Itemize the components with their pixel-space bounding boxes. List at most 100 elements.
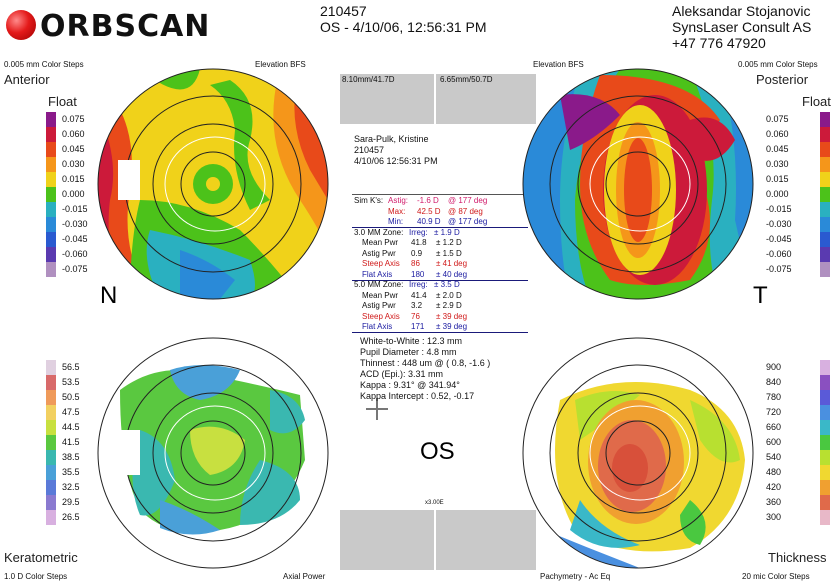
legend-label: 47.5: [62, 407, 80, 417]
legend-swatch: [46, 480, 56, 495]
zone3-astig: Astig Pwr: [362, 248, 396, 258]
legend-row: -0.015: [46, 202, 116, 217]
simk-astig: Astig:: [388, 196, 409, 205]
rule-3: [352, 280, 528, 281]
legend-label: -0.045: [62, 234, 88, 244]
legend-swatch: [820, 480, 830, 495]
thinnest: Thinnest : 448 um @ ( 0.8, -1.6 ): [360, 358, 491, 368]
legend-swatch: [820, 127, 830, 142]
legend-swatch: [820, 435, 830, 450]
legend-label: 0.045: [766, 144, 789, 154]
legend-label: 41.5: [62, 437, 80, 447]
zone3-steep-a: 86: [411, 259, 420, 268]
legend-swatch: [46, 405, 56, 420]
clinic-name: SynsLaser Consult AS: [672, 19, 812, 35]
map-thickness: [522, 337, 754, 569]
legend-swatch: [820, 375, 830, 390]
zone5-astig: Astig Pwr: [362, 301, 396, 310]
legend-row: -0.030: [760, 217, 830, 232]
gray-box-right: [436, 74, 536, 124]
legend-row: 50.5: [46, 390, 116, 405]
patient-name: Sara-Pulk, Kristine: [354, 134, 429, 144]
legend-label: 26.5: [62, 512, 80, 522]
legend-swatch: [46, 262, 56, 277]
legend-swatch: [46, 435, 56, 450]
legend-row: 0.000: [46, 187, 116, 202]
keratometric-label: Keratometric: [4, 550, 78, 565]
legend-row: 660: [760, 420, 830, 435]
legend-swatch: [820, 187, 830, 202]
legend-row: 0.000: [760, 187, 830, 202]
legend-swatch: [820, 390, 830, 405]
bl-axial-power: Axial Power: [283, 572, 326, 581]
br-pachymetry: Pachymetry - Ac Eq: [540, 572, 611, 581]
zone3-flat: Flat Axis: [362, 269, 393, 279]
legend-label: -0.030: [62, 219, 88, 229]
eye-os-label: OS: [420, 438, 455, 465]
legend-label: 44.5: [62, 422, 80, 432]
legend-row: 35.5: [46, 465, 116, 480]
zone3-flat-a: 180: [411, 269, 425, 279]
legend-swatch: [46, 495, 56, 510]
legend-row: 0.060: [46, 127, 116, 142]
legend-row: 0.015: [760, 172, 830, 187]
simk-title: Sim K's:: [354, 196, 384, 205]
gray-box-left: [340, 74, 434, 124]
legend-label: 50.5: [62, 392, 80, 402]
legend-swatch: [46, 157, 56, 172]
legend-swatch: [820, 405, 830, 420]
gray-box-bottom-right: [436, 510, 536, 570]
orbscan-logo-text: ORBSCAN: [40, 9, 211, 44]
legend-label: 0.030: [62, 159, 85, 169]
legend-swatch: [46, 450, 56, 465]
pupil-diameter: Pupil Diameter : 4.8 mm: [360, 347, 457, 357]
legend-row: 540: [760, 450, 830, 465]
legend-row: 0.060: [760, 127, 830, 142]
legend-row: 38.5: [46, 450, 116, 465]
legend-row: 420: [760, 480, 830, 495]
legend-label: 0.030: [766, 159, 789, 169]
clinic-phone: +47 776 47920: [672, 35, 766, 51]
patient-block: Sara-Pulk, Kristine 210457 4/10/06 12:56…: [354, 134, 438, 167]
legend-swatch: [46, 375, 56, 390]
legend-label: -0.045: [766, 234, 792, 244]
legend-swatch: [46, 217, 56, 232]
legend-swatch: [820, 247, 830, 262]
legend-swatch: [46, 465, 56, 480]
rule-4: [352, 332, 528, 333]
legend-label: 480: [766, 467, 782, 477]
legend-label: -0.075: [766, 264, 792, 274]
legend-row: 53.5: [46, 375, 116, 390]
legend-row: -0.075: [760, 262, 830, 277]
legend-swatch: [46, 360, 56, 375]
tr-elevation-bfs: Elevation BFS: [533, 60, 584, 69]
white-to-white: White-to-White : 12.3 mm: [360, 336, 463, 346]
box-right-value: 6.65mm/50.7D: [440, 75, 493, 84]
simk-astig-val: -1.6 D: [417, 196, 439, 205]
zone5-mean: Mean Pwr: [362, 290, 399, 300]
kappa-intercept: Kappa Intercept : 0.52, -0.17: [360, 391, 475, 401]
legend-row: -0.045: [46, 232, 116, 247]
legend-swatch: [820, 360, 830, 375]
legend-row: 41.5: [46, 435, 116, 450]
doctor-name: Aleksandar Stojanovic: [672, 3, 811, 19]
legend-swatch: [820, 510, 830, 525]
zone5-irreg: Irreg:: [409, 280, 428, 289]
patient-id: 210457: [320, 3, 367, 19]
float-right-label: Float: [802, 94, 831, 109]
tl-color-steps: 0.005 mm Color Steps: [4, 60, 84, 69]
nasal-marker: N: [100, 282, 118, 309]
legend-swatch: [820, 112, 830, 127]
map-keratometric: [97, 337, 329, 569]
kappa: Kappa : 9.31° @ 341.94°: [360, 380, 460, 390]
zone3-irreg-val: ± 1.9 D: [434, 227, 460, 237]
legend-label: 56.5: [62, 362, 80, 372]
legend-swatch: [46, 187, 56, 202]
zone5-mean-b: ± 2.0 D: [436, 290, 462, 300]
legend-row: 44.5: [46, 420, 116, 435]
legend-row: 26.5: [46, 510, 116, 525]
gray-box-bottom-left: [340, 510, 434, 570]
zone3-title: 3.0 MM Zone:: [354, 227, 404, 237]
legend-label: -0.060: [766, 249, 792, 259]
legend-row: -0.015: [760, 202, 830, 217]
